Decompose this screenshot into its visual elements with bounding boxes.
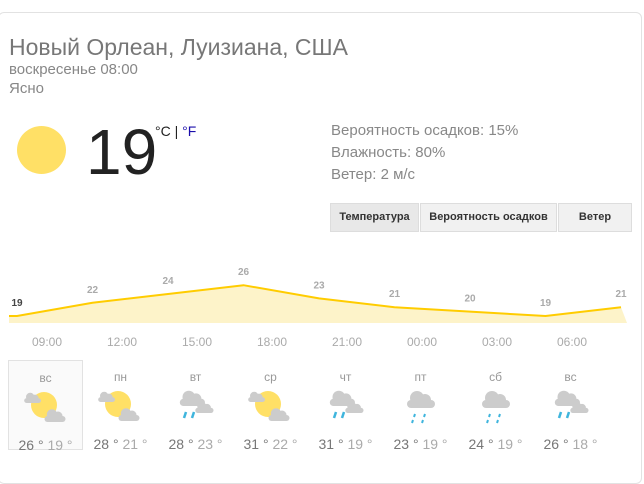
forecast-day[interactable]: чт 31 ° 19 ° xyxy=(308,360,383,452)
forecast-days: вс 26 ° 19 ° пн 28 ° 21 ° вт 28 ° 23 ° ср 3… xyxy=(8,360,608,453)
high-temp: 28 ° xyxy=(93,436,119,452)
day-name: сб xyxy=(489,370,502,384)
rain-clouds-icon xyxy=(329,390,364,419)
forecast-day[interactable]: вс 26 ° 19 ° xyxy=(8,360,83,453)
temperature-label: 20 xyxy=(464,294,476,305)
temperature-label: 19 xyxy=(11,298,23,309)
fahrenheit-button[interactable]: °F xyxy=(182,123,197,139)
low-temp: 18 ° xyxy=(572,436,598,452)
day-name: вс xyxy=(564,370,577,384)
forecast-day[interactable]: вт 28 ° 23 ° xyxy=(158,360,233,452)
partly-cloudy-icon xyxy=(24,392,66,422)
high-temp: 28 ° xyxy=(168,436,194,452)
high-temp: 26 ° xyxy=(543,436,569,452)
day-name: пт xyxy=(414,370,427,384)
high-temp: 23 ° xyxy=(393,436,419,452)
low-temp: 19 ° xyxy=(347,436,373,452)
time-label: 03:00 xyxy=(482,335,512,349)
day-name: вс xyxy=(39,371,52,385)
forecast-day[interactable]: сб 24 ° 19 ° xyxy=(458,360,533,452)
day-name: вт xyxy=(189,370,202,384)
tab-wind[interactable]: Ветер xyxy=(558,203,632,232)
temperature-label: 24 xyxy=(162,276,174,287)
forecast-day[interactable]: вс 26 ° 18 ° xyxy=(533,360,608,452)
humidity: Влажность: 80% xyxy=(331,144,446,161)
forecast-day[interactable]: пт 23 ° 19 ° xyxy=(383,360,458,452)
wind: Ветер: 2 м/с xyxy=(331,166,416,183)
unit-switch: °C | °F xyxy=(155,123,196,139)
high-temp: 24 ° xyxy=(468,436,494,452)
low-temp: 21 ° xyxy=(122,436,148,452)
day-name: пн xyxy=(113,370,128,384)
light-rain-icon xyxy=(482,391,510,424)
temperature-label: 19 xyxy=(540,298,552,309)
location-title: Новый Орлеан, Луизиана, США xyxy=(9,34,348,60)
temperature-chart: 19 22 24 26 23 21 20 19 21 09:00 12:00 15:00 18:00 21… xyxy=(9,267,627,349)
partly-cloudy-icon xyxy=(248,391,290,421)
unit-separator: | xyxy=(174,123,179,139)
high-temp: 26 ° xyxy=(18,437,44,453)
time-label: 15:00 xyxy=(182,335,212,349)
partly-cloudy-icon xyxy=(98,391,140,421)
time-label: 18:00 xyxy=(257,335,287,349)
tab-temperature[interactable]: Температура xyxy=(330,203,419,232)
time-label: 09:00 xyxy=(32,335,62,349)
time-label: 21:00 xyxy=(332,335,362,349)
time-label: 12:00 xyxy=(107,335,137,349)
tab-precipitation[interactable]: Вероятность осадков xyxy=(420,203,557,232)
celsius-button[interactable]: °C xyxy=(155,123,171,139)
temperature-label: 21 xyxy=(389,289,401,300)
low-temp: 19 ° xyxy=(497,436,523,452)
datetime: воскресенье 08:00 xyxy=(9,61,138,78)
rain-clouds-icon xyxy=(179,390,214,419)
forecast-day[interactable]: ср 31 ° 22 ° xyxy=(233,360,308,452)
day-name: чт xyxy=(339,370,352,384)
temperature-label: 22 xyxy=(87,285,99,296)
high-temp: 31 ° xyxy=(243,436,269,452)
rain-clouds-icon xyxy=(554,390,589,419)
low-temp: 19 ° xyxy=(47,437,73,453)
sun-icon xyxy=(17,126,66,174)
high-temp: 31 ° xyxy=(318,436,344,452)
temperature-label: 23 xyxy=(313,280,325,291)
forecast-day[interactable]: пн 28 ° 21 ° xyxy=(83,360,158,452)
condition: Ясно xyxy=(9,80,44,97)
day-name: ср xyxy=(264,370,277,384)
temperature-label: 26 xyxy=(238,267,250,278)
time-label: 00:00 xyxy=(407,335,437,349)
temperature-line xyxy=(9,284,622,318)
precipitation-chance: Вероятность осадков: 15% xyxy=(331,122,519,139)
low-temp: 22 ° xyxy=(272,436,298,452)
low-temp: 23 ° xyxy=(197,436,223,452)
current-temperature: 19 xyxy=(86,116,158,188)
low-temp: 19 ° xyxy=(422,436,448,452)
chart-tabs: Температура Вероятность осадков Ветер xyxy=(330,203,633,232)
temperature-label: 21 xyxy=(615,289,627,300)
time-label: 06:00 xyxy=(557,335,587,349)
light-rain-icon xyxy=(407,391,435,424)
